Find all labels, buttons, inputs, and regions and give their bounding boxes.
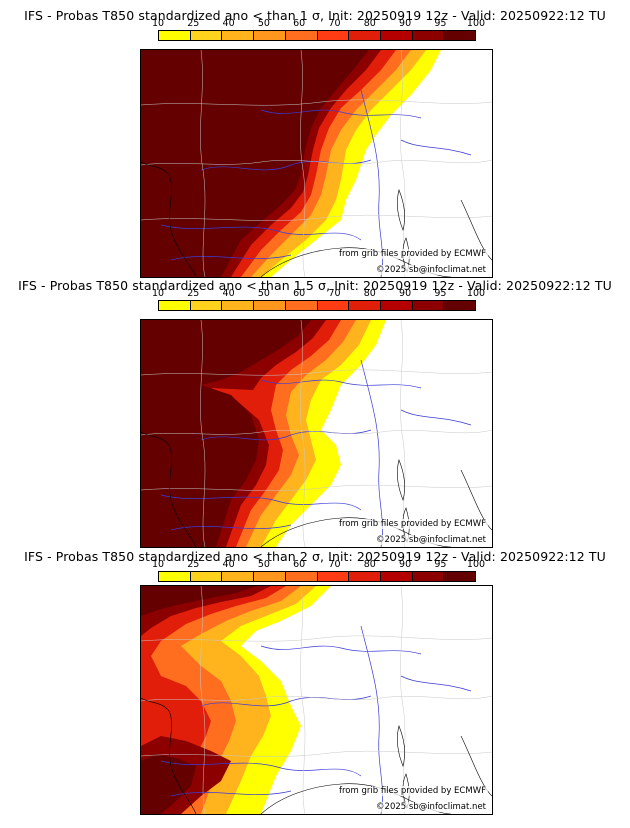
legend-color-swatch: [349, 31, 381, 40]
legend-tick: 95: [434, 18, 447, 29]
copyright-credit: ©2025 sb@infoclimat.net: [374, 535, 488, 545]
legend-tick: 50: [257, 288, 270, 299]
legend-color-swatch: [285, 572, 318, 581]
probability-map: from grib files provided by ECMWF ©2025 …: [140, 585, 493, 815]
legend-color-swatch: [190, 31, 223, 40]
legend-color-swatch: [380, 31, 413, 40]
legend-tick: 10: [151, 559, 165, 570]
legend-tick: 80: [363, 18, 376, 29]
legend-color-swatch: [412, 301, 445, 310]
data-source-credit: from grib files provided by ECMWF: [337, 519, 488, 529]
legend-color-swatch: [190, 572, 223, 581]
forecast-panel-3: IFS - Probas T850 standardized ano < tha…: [0, 540, 630, 828]
legend-tick: 80: [363, 288, 376, 299]
legend-tick: 70: [328, 559, 341, 570]
legend-color-swatch: [380, 301, 413, 310]
legend-tick: 25: [187, 18, 200, 29]
legend-tick: 40: [222, 288, 235, 299]
legend-color-swatch: [444, 301, 476, 310]
legend-color-swatch: [190, 301, 223, 310]
legend-tick: 60: [293, 559, 306, 570]
data-source-credit: from grib files provided by ECMWF: [337, 249, 488, 259]
legend-tick: 60: [293, 18, 306, 29]
map-graphic: [141, 320, 492, 547]
legend-tick: 70: [328, 288, 341, 299]
legend-tick: 90: [399, 18, 412, 29]
legend-tick: 40: [222, 18, 235, 29]
legend-color-swatch: [254, 301, 286, 310]
legend-color-swatch: [159, 572, 191, 581]
copyright-credit: ©2025 sb@infoclimat.net: [374, 265, 488, 275]
legend-color-swatch: [222, 572, 255, 581]
legend-color-swatch: [159, 301, 191, 310]
legend-color-swatch: [159, 31, 191, 40]
legend-tick: 90: [399, 559, 412, 570]
panel-title: IFS - Probas T850 standardized ano < tha…: [24, 549, 606, 564]
forecast-panel-1: IFS - Probas T850 standardized ano < tha…: [0, 0, 630, 278]
legend-tick: 100: [466, 18, 486, 29]
data-source-credit: from grib files provided by ECMWF: [337, 786, 488, 796]
copyright-credit: ©2025 sb@infoclimat.net: [374, 802, 488, 812]
legend-color-swatch: [317, 301, 350, 310]
legend-tick-labels: 10 25 40 50 60 70 80 90 95 100: [152, 288, 485, 300]
legend-tick: 95: [434, 559, 447, 570]
legend-colorbar: [158, 300, 476, 311]
legend-tick: 10: [151, 288, 165, 299]
legend-tick: 60: [293, 288, 306, 299]
legend-color-swatch: [317, 572, 350, 581]
legend-color-swatch: [349, 572, 381, 581]
legend-tick: 95: [434, 288, 447, 299]
legend-color-swatch: [222, 31, 255, 40]
legend-tick: 25: [187, 559, 200, 570]
legend-color-swatch: [222, 301, 255, 310]
forecast-panel-2: IFS - Probas T850 standardized ano < tha…: [0, 270, 630, 548]
legend-colorbar: [158, 30, 476, 41]
legend-tick: 100: [466, 288, 486, 299]
panel-title: IFS - Probas T850 standardized ano < tha…: [18, 278, 612, 293]
legend-tick: 80: [363, 559, 376, 570]
legend-tick: 50: [257, 18, 270, 29]
map-graphic: [141, 50, 492, 277]
legend-color-swatch: [412, 31, 445, 40]
legend-color-swatch: [412, 572, 445, 581]
legend-color-swatch: [285, 31, 318, 40]
legend-color-swatch: [254, 31, 286, 40]
legend-color-swatch: [317, 31, 350, 40]
legend-tick: 90: [399, 288, 412, 299]
legend-color-swatch: [285, 301, 318, 310]
legend-color-swatch: [349, 301, 381, 310]
legend-color-swatch: [380, 572, 413, 581]
map-graphic: [141, 586, 492, 814]
legend-tick: 40: [222, 559, 235, 570]
legend-tick: 70: [328, 18, 341, 29]
legend-color-swatch: [444, 31, 476, 40]
probability-map: from grib files provided by ECMWF ©2025 …: [140, 319, 493, 548]
legend-tick-labels: 10 25 40 50 60 70 80 90 95 100: [152, 559, 485, 571]
legend-tick: 50: [257, 559, 270, 570]
legend-color-swatch: [254, 572, 286, 581]
panel-title: IFS - Probas T850 standardized ano < tha…: [24, 8, 606, 23]
legend-tick-labels: 10 25 40 50 60 70 80 90 95 100: [152, 18, 485, 30]
probability-map: from grib files provided by ECMWF ©2025 …: [140, 49, 493, 278]
legend-tick: 25: [187, 288, 200, 299]
legend-tick: 100: [466, 559, 486, 570]
legend-color-swatch: [444, 572, 476, 581]
legend-colorbar: [158, 571, 476, 582]
legend-tick: 10: [151, 18, 165, 29]
